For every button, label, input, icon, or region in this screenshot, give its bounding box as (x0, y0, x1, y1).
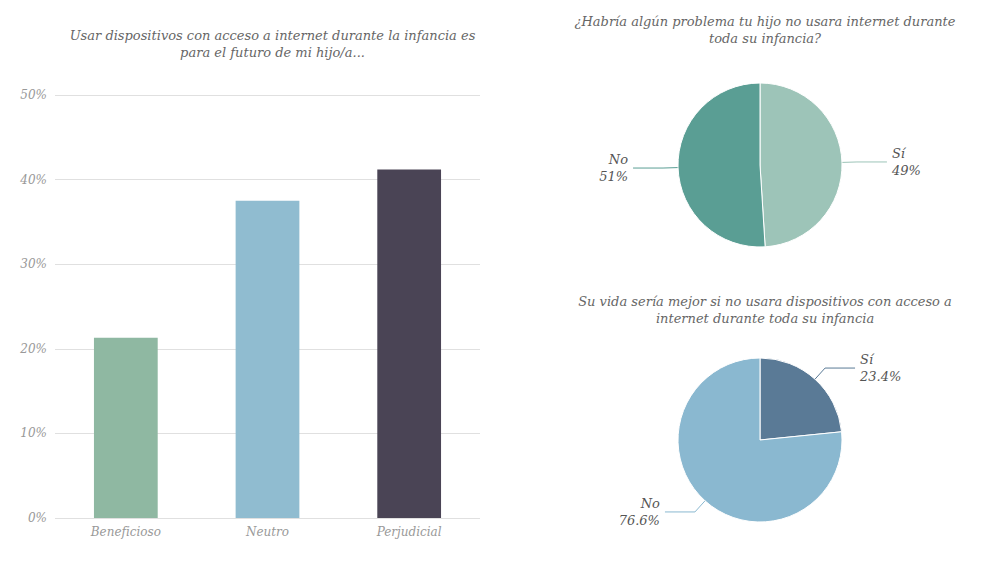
svg-text:para el futuro de mi hijo/a...: para el futuro de mi hijo/a... (180, 45, 365, 60)
svg-text:No: No (608, 152, 628, 167)
svg-text:Usar dispositivos con acceso a: Usar dispositivos con acceso a internet … (70, 28, 476, 43)
svg-text:Perjudicial: Perjudicial (376, 525, 442, 539)
svg-text:Sí: Sí (892, 146, 907, 161)
svg-text:internet durante toda su infan: internet durante toda su infancia (656, 311, 874, 326)
svg-text:23.4%: 23.4% (859, 369, 901, 384)
svg-text:40%: 40% (19, 173, 47, 187)
svg-text:49%: 49% (891, 163, 921, 178)
svg-text:51%: 51% (599, 169, 628, 184)
svg-text:¿Habría algún problema tu hijo: ¿Habría algún problema tu hijo no usara … (575, 14, 956, 29)
svg-text:76.6%: 76.6% (619, 513, 660, 528)
svg-text:30%: 30% (20, 257, 47, 271)
svg-text:toda su infancia?: toda su infancia? (709, 31, 822, 46)
svg-text:0%: 0% (28, 511, 47, 525)
svg-text:Neutro: Neutro (245, 525, 289, 539)
svg-text:Beneficioso: Beneficioso (90, 525, 161, 539)
svg-text:20%: 20% (19, 342, 47, 356)
svg-text:50%: 50% (20, 88, 47, 102)
svg-text:Sí: Sí (860, 352, 875, 367)
svg-text:No: No (640, 496, 660, 511)
svg-text:10%: 10% (20, 426, 47, 440)
svg-text:Su vida sería mejor si no usar: Su vida sería mejor si no usara disposit… (578, 294, 952, 309)
